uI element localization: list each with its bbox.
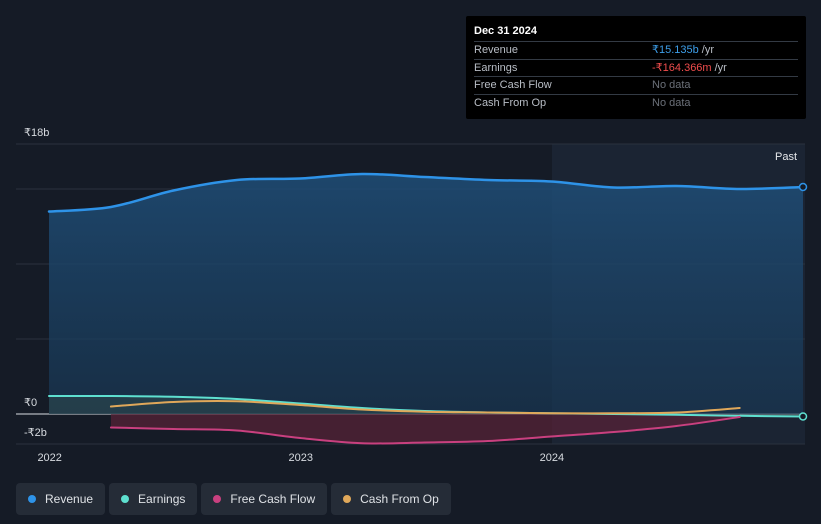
tooltip-value: No data: [652, 79, 691, 91]
tooltip-value: No data: [652, 96, 691, 109]
tooltip-panel: Dec 31 2024 Revenue ₹15.135b /yr Earning…: [466, 16, 806, 119]
legend-dot-icon: [213, 495, 222, 503]
tooltip-value: -₹164.366m: [652, 61, 712, 74]
tooltip-value: ₹15.135b: [652, 44, 699, 56]
tooltip-row-revenue: Revenue ₹15.135b /yr: [474, 41, 798, 59]
y-tick-label: ₹18b: [24, 127, 49, 139]
free-cash-flow-area: [110, 414, 740, 444]
y-tick-label: ₹0: [24, 397, 37, 409]
legend-dot-icon: [28, 495, 36, 503]
free-cash-flow-line: [109, 416, 741, 445]
legend-item-cash-from-op[interactable]: Cash From Op: [331, 483, 451, 515]
legend-item-revenue[interactable]: Revenue: [16, 483, 106, 515]
y-axis-labels: ₹18b ₹0 -₹2b: [24, 127, 49, 439]
legend-label: Earnings: [138, 492, 186, 506]
x-tick-label: 2022: [37, 452, 61, 464]
tooltip-row-cash-from-op: Cash From Op No data: [474, 93, 798, 112]
x-tick-label: 2023: [289, 452, 313, 464]
legend-item-earnings[interactable]: Earnings: [109, 483, 198, 515]
tooltip-label: Revenue: [474, 44, 519, 56]
tooltip-label: Cash From Op: [474, 96, 547, 109]
legend-item-free-cash-flow[interactable]: Free Cash Flow: [201, 483, 328, 515]
tooltip-row-earnings: Earnings -₹164.366m /yr: [474, 58, 798, 77]
series-areas: [49, 173, 803, 444]
x-axis-labels: 2022 2023 2024: [37, 452, 564, 464]
revenue-line: [47, 172, 805, 213]
tooltip-unit: /yr: [701, 44, 714, 56]
tooltip-label: Earnings: [474, 61, 518, 74]
tooltip-date: Dec 31 2024: [474, 25, 537, 37]
cash-from-op-line: [109, 400, 741, 415]
legend-label: Cash From Op: [360, 492, 439, 506]
legend-dot-icon: [343, 495, 352, 503]
tooltip-label: Free Cash Flow: [474, 79, 552, 91]
revenue-end-point: [798, 182, 808, 192]
legend-label: Free Cash Flow: [230, 492, 316, 506]
revenue-area: [49, 173, 803, 414]
tooltip-unit: /yr: [714, 61, 727, 74]
past-label: Past: [775, 151, 797, 163]
legend-label: Revenue: [45, 492, 94, 506]
y-tick-label: -₹2b: [24, 427, 47, 439]
series-lines: [47, 172, 808, 445]
earnings-end-point: [798, 412, 808, 421]
legend: Revenue Earnings Free Cash Flow Cash Fro…: [16, 483, 451, 515]
legend-dot-icon: [121, 495, 130, 503]
x-tick-label: 2024: [540, 452, 564, 464]
tooltip-row-free-cash-flow: Free Cash Flow No data: [474, 76, 798, 94]
